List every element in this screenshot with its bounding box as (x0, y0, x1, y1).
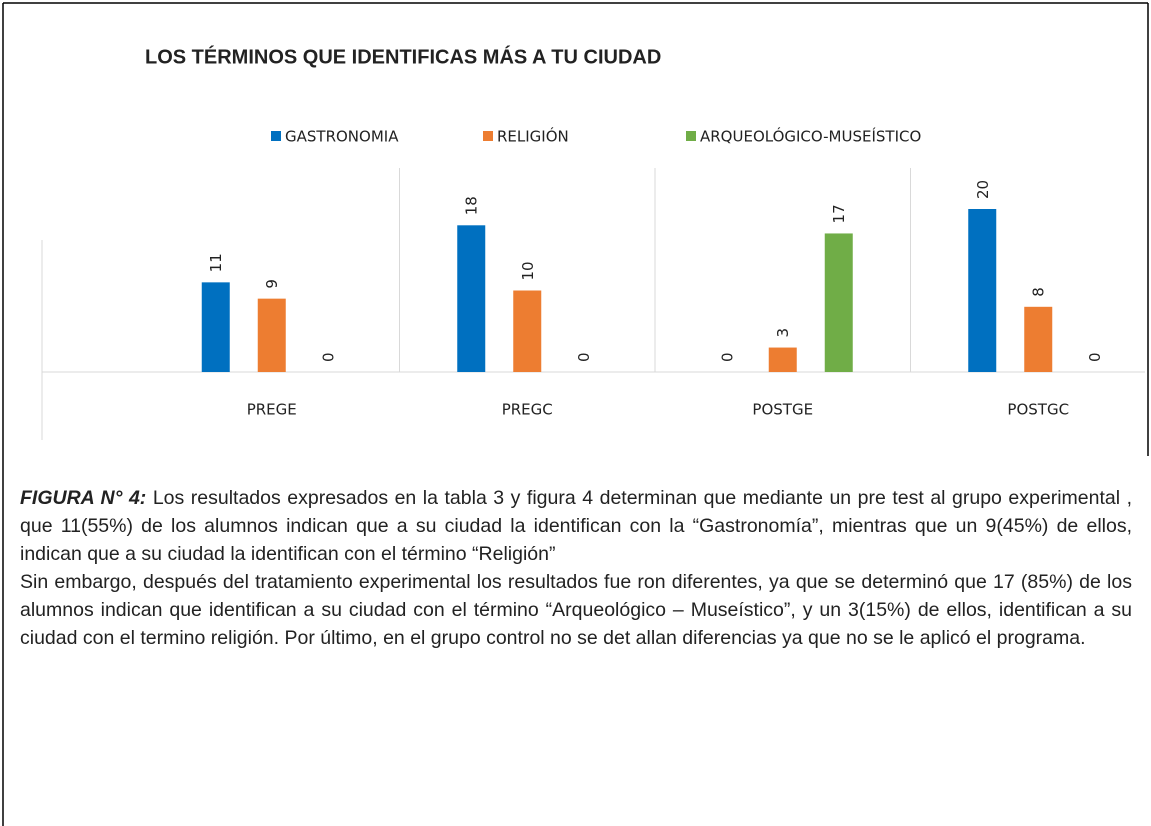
data-label: 20 (974, 180, 992, 199)
data-label: 0 (718, 352, 736, 362)
data-label: 3 (774, 328, 792, 338)
data-label: 18 (463, 196, 481, 215)
caption-label: FIGURA N° 4: (20, 487, 147, 509)
bar (513, 290, 542, 372)
caption-text: Los resultados expresados en la tabla 3 … (20, 487, 1132, 565)
legend-swatch (483, 131, 493, 141)
data-label: 17 (830, 204, 848, 223)
legend-swatch (686, 131, 696, 141)
bar (968, 209, 997, 372)
data-label: 0 (575, 352, 593, 362)
data-label: 0 (319, 352, 337, 362)
x-tick-label: PREGC (502, 401, 553, 419)
legend-swatch (271, 131, 281, 141)
data-label: 0 (1086, 352, 1104, 362)
data-label: 8 (1030, 287, 1048, 297)
x-tick-label: POSTGC (1007, 401, 1069, 419)
data-label: 10 (519, 261, 537, 280)
paragraph: Sin embargo, después del tratamiento exp… (20, 571, 1132, 649)
data-label: 11 (207, 253, 225, 272)
legend-label: GASTRONOMIA (285, 128, 399, 146)
bar (201, 282, 230, 372)
legend-label: ARQUEOLÓGICO-MUSEÍSTICO (700, 127, 921, 146)
bar (768, 347, 797, 372)
bar (257, 298, 286, 372)
paragraph: FIGURA N° 4: Los resultados expresados e… (20, 484, 1132, 568)
bar (457, 225, 486, 372)
bar (824, 233, 853, 372)
legend-label: RELIGIÓN (497, 127, 569, 146)
bar (1024, 306, 1053, 372)
x-tick-label: POSTGE (752, 401, 813, 419)
caption: FIGURA N° 4: Los resultados expresados e… (20, 484, 1132, 652)
chart-title: LOS TÉRMINOS QUE IDENTIFICAS MÁS A TU CI… (145, 45, 661, 68)
x-tick-label: PREGE (247, 401, 297, 419)
data-label: 9 (263, 279, 281, 289)
